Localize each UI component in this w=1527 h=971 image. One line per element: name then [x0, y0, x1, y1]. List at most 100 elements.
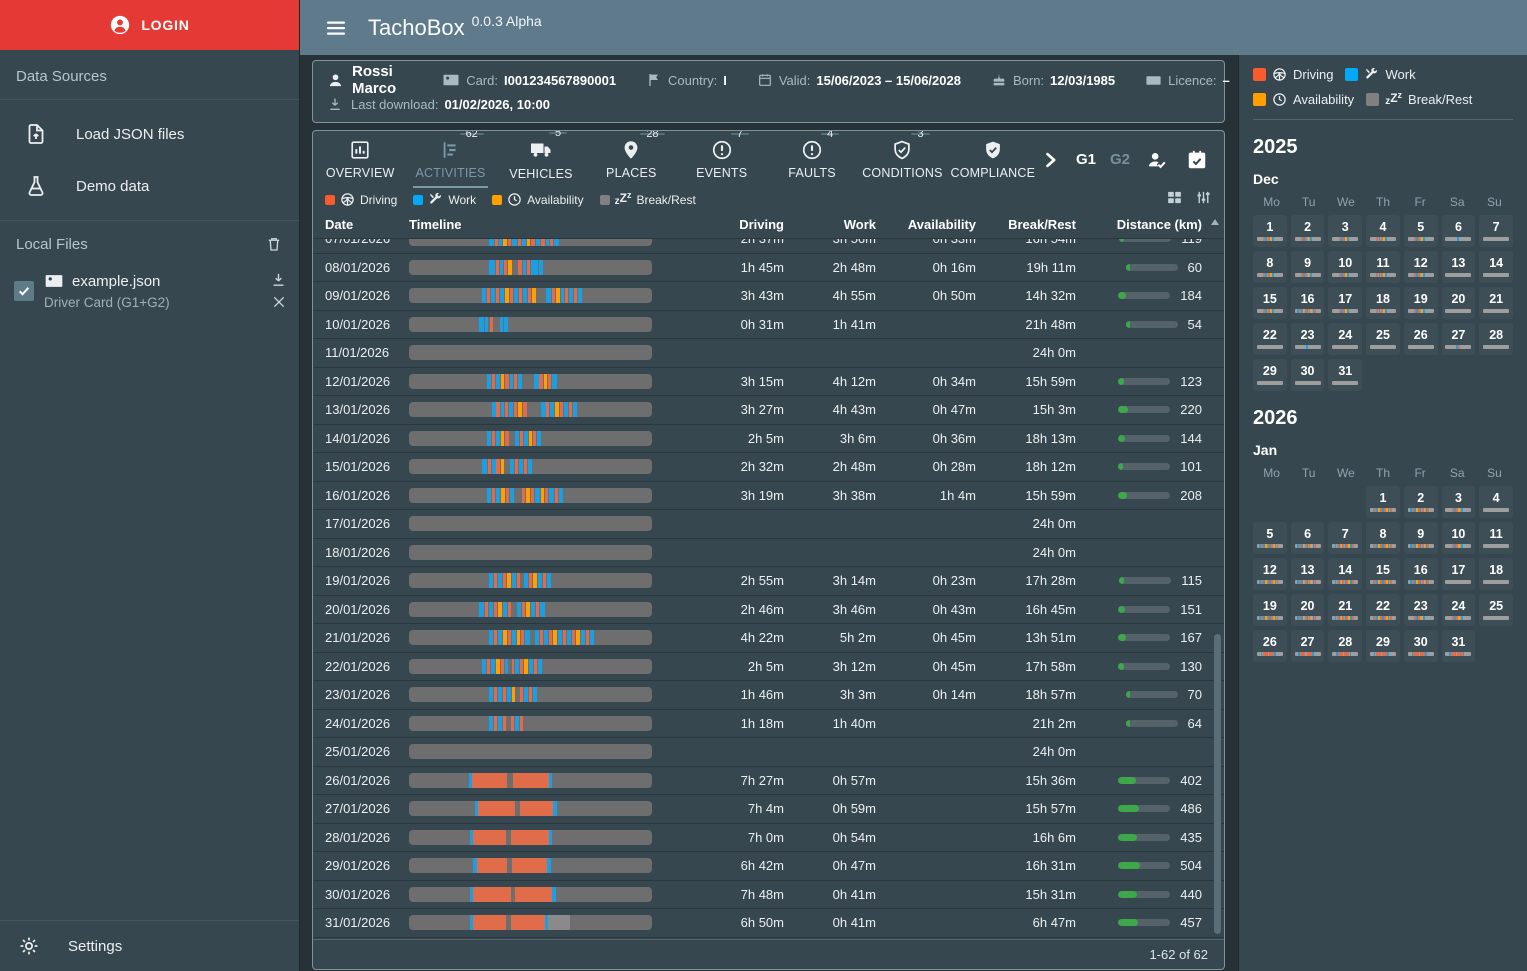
calendar-day[interactable]: 1 [1366, 486, 1400, 518]
calendar-day[interactable]: 3 [1441, 486, 1476, 518]
chevron-right-icon[interactable] [1038, 148, 1062, 172]
calendar-day[interactable]: 10 [1441, 522, 1476, 554]
table-row[interactable]: 28/01/2026 7h 0m 0h 54m 16h 6m 435 [313, 824, 1224, 852]
toggle-g2-button[interactable]: G2 [1110, 151, 1131, 168]
calendar-day[interactable]: 27 [1290, 630, 1325, 662]
table-view-icon[interactable] [1166, 189, 1183, 211]
calendar-day[interactable]: 3 [1328, 215, 1363, 247]
calendar-day[interactable]: 12 [1403, 251, 1438, 283]
calendar-day[interactable]: 7 [1328, 522, 1363, 554]
table-row[interactable]: 15/01/2026 2h 32m 2h 48m 0h 28m 18h 12m 101 [313, 453, 1224, 482]
calendar-day[interactable]: 13 [1441, 251, 1476, 283]
calendar-day[interactable]: 26 [1403, 323, 1438, 355]
table-row[interactable]: 24/01/2026 1h 18m 1h 40m 21h 2m 64 [313, 710, 1224, 738]
calendar-day[interactable]: 20 [1441, 287, 1476, 319]
calendar-day[interactable]: 9 [1290, 251, 1325, 283]
tab-faults[interactable]: 4 FAULTS [767, 131, 857, 188]
calendar-day[interactable]: 11 [1479, 522, 1513, 554]
calendar-day[interactable]: 25 [1366, 323, 1400, 355]
scroll-up-arrow[interactable] [1211, 219, 1219, 225]
toggle-g1-button[interactable]: G1 [1076, 151, 1097, 168]
table-row[interactable]: 19/01/2026 2h 55m 3h 14m 0h 23m 17h 28m 115 [313, 567, 1224, 596]
calendar-day[interactable]: 28 [1479, 323, 1513, 355]
calendar-day[interactable]: 20 [1290, 594, 1325, 626]
table-row[interactable]: 26/01/2026 7h 27m 0h 57m 15h 36m 402 [313, 767, 1224, 795]
tune-filter-icon[interactable] [1195, 189, 1212, 211]
calendar-day[interactable]: 11 [1366, 251, 1400, 283]
sidebar-item-load-json[interactable]: Load JSON files [0, 108, 299, 160]
table-row[interactable]: 10/01/2026 0h 31m 1h 41m 21h 48m 54 [313, 311, 1224, 339]
calendar-day[interactable]: 15 [1366, 558, 1400, 590]
table-row[interactable]: 30/01/2026 7h 48m 0h 41m 15h 31m 440 [313, 881, 1224, 909]
file-download-icon[interactable] [270, 271, 287, 288]
calendar-day[interactable]: 12 [1253, 558, 1287, 590]
sidebar-item-settings[interactable]: Settings [0, 920, 299, 971]
table-row[interactable]: 27/01/2026 7h 4m 0h 59m 15h 57m 486 [313, 795, 1224, 824]
calendar-day[interactable]: 21 [1328, 594, 1363, 626]
table-row[interactable]: 18/01/2026 24h 0m [313, 539, 1224, 567]
calendar-day[interactable]: 31 [1328, 359, 1363, 391]
tab-activities[interactable]: 62 ACTIVITIES [405, 131, 495, 188]
calendar-day[interactable]: 31 [1441, 630, 1476, 662]
file-checkbox[interactable] [14, 280, 34, 301]
table-scrollbar[interactable] [1213, 239, 1221, 938]
calendar-day[interactable]: 4 [1366, 215, 1400, 247]
tab-overview[interactable]: OVERVIEW [315, 131, 405, 188]
calendar-day[interactable]: 4 [1479, 486, 1513, 518]
calendar-day[interactable]: 29 [1253, 359, 1287, 391]
calendar-day[interactable]: 26 [1253, 630, 1287, 662]
sidebar-item-demo-data[interactable]: Demo data [0, 160, 299, 212]
calendar-day[interactable]: 21 [1479, 287, 1513, 319]
calendar-day[interactable]: 22 [1253, 323, 1287, 355]
calendar-day[interactable]: 8 [1253, 251, 1287, 283]
calendar-day[interactable]: 27 [1441, 323, 1476, 355]
calendar-day[interactable]: 16 [1290, 287, 1325, 319]
calendar-day[interactable]: 14 [1328, 558, 1363, 590]
table-row[interactable]: 21/01/2026 4h 22m 5h 2m 0h 45m 13h 51m 167 [313, 624, 1224, 653]
calendar-day[interactable]: 17 [1441, 558, 1476, 590]
table-row[interactable]: 16/01/2026 3h 19m 3h 38m 1h 4m 15h 59m 208 [313, 482, 1224, 510]
calendar-day[interactable]: 8 [1366, 522, 1400, 554]
calendar-day[interactable]: 9 [1403, 522, 1438, 554]
menu-hamburger-icon[interactable] [318, 10, 354, 46]
tab-conditions[interactable]: 3 CONDITIONS [857, 131, 947, 188]
tab-events[interactable]: 7 EVENTS [677, 131, 767, 188]
driver-check-icon[interactable] [1144, 147, 1170, 173]
scrollbar-thumb[interactable] [1214, 634, 1221, 934]
file-entry-example-json[interactable]: example.json Driver Card (G1+G2) [0, 261, 299, 320]
calendar-day[interactable]: 6 [1441, 215, 1476, 247]
table-row[interactable]: 29/01/2026 6h 42m 0h 47m 16h 31m 504 [313, 852, 1224, 881]
calendar-day[interactable]: 19 [1403, 287, 1438, 319]
table-row[interactable]: 09/01/2026 3h 43m 4h 55m 0h 50m 14h 32m 184 [313, 282, 1224, 311]
table-row[interactable]: 22/01/2026 2h 5m 3h 12m 0h 45m 17h 58m 130 [313, 653, 1224, 681]
calendar-day[interactable]: 29 [1366, 630, 1400, 662]
table-row[interactable]: 17/01/2026 24h 0m [313, 510, 1224, 539]
calendar-day[interactable]: 7 [1479, 215, 1513, 247]
table-row[interactable]: 23/01/2026 1h 46m 3h 3m 0h 14m 18h 57m 70 [313, 681, 1224, 710]
calendar-check-icon[interactable] [1184, 147, 1210, 173]
calendar-day[interactable]: 13 [1290, 558, 1325, 590]
delete-all-files-icon[interactable] [265, 235, 283, 253]
table-row[interactable]: 13/01/2026 3h 27m 4h 43m 0h 47m 15h 3m 220 [313, 396, 1224, 425]
file-remove-icon[interactable] [271, 294, 287, 310]
tab-vehicles[interactable]: 5 VEHICLES [496, 131, 586, 188]
table-row[interactable]: 31/01/2026 6h 50m 0h 41m 6h 47m 457 [313, 909, 1224, 938]
calendar-day[interactable]: 2 [1290, 215, 1325, 247]
calendar-day[interactable]: 19 [1253, 594, 1287, 626]
table-row[interactable]: 14/01/2026 2h 5m 3h 6m 0h 36m 18h 13m 144 [313, 425, 1224, 453]
calendar-day[interactable]: 28 [1328, 630, 1363, 662]
table-row[interactable]: 20/01/2026 2h 46m 3h 46m 0h 43m 16h 45m 151 [313, 596, 1224, 624]
calendar-day[interactable]: 5 [1253, 522, 1287, 554]
calendar-day[interactable]: 22 [1366, 594, 1400, 626]
calendar-day[interactable]: 2 [1403, 486, 1438, 518]
calendar-day[interactable]: 23 [1290, 323, 1325, 355]
calendar-day[interactable]: 30 [1403, 630, 1438, 662]
table-row[interactable]: 12/01/2026 3h 15m 4h 12m 0h 34m 15h 59m 123 [313, 368, 1224, 396]
calendar-day[interactable]: 17 [1328, 287, 1363, 319]
tab-places[interactable]: 28 PLACES [586, 131, 676, 188]
calendar-day[interactable]: 14 [1479, 251, 1513, 283]
table-row[interactable]: 11/01/2026 24h 0m [313, 339, 1224, 368]
calendar-day[interactable]: 23 [1403, 594, 1438, 626]
calendar-day[interactable]: 5 [1403, 215, 1438, 247]
calendar-day[interactable]: 16 [1403, 558, 1438, 590]
